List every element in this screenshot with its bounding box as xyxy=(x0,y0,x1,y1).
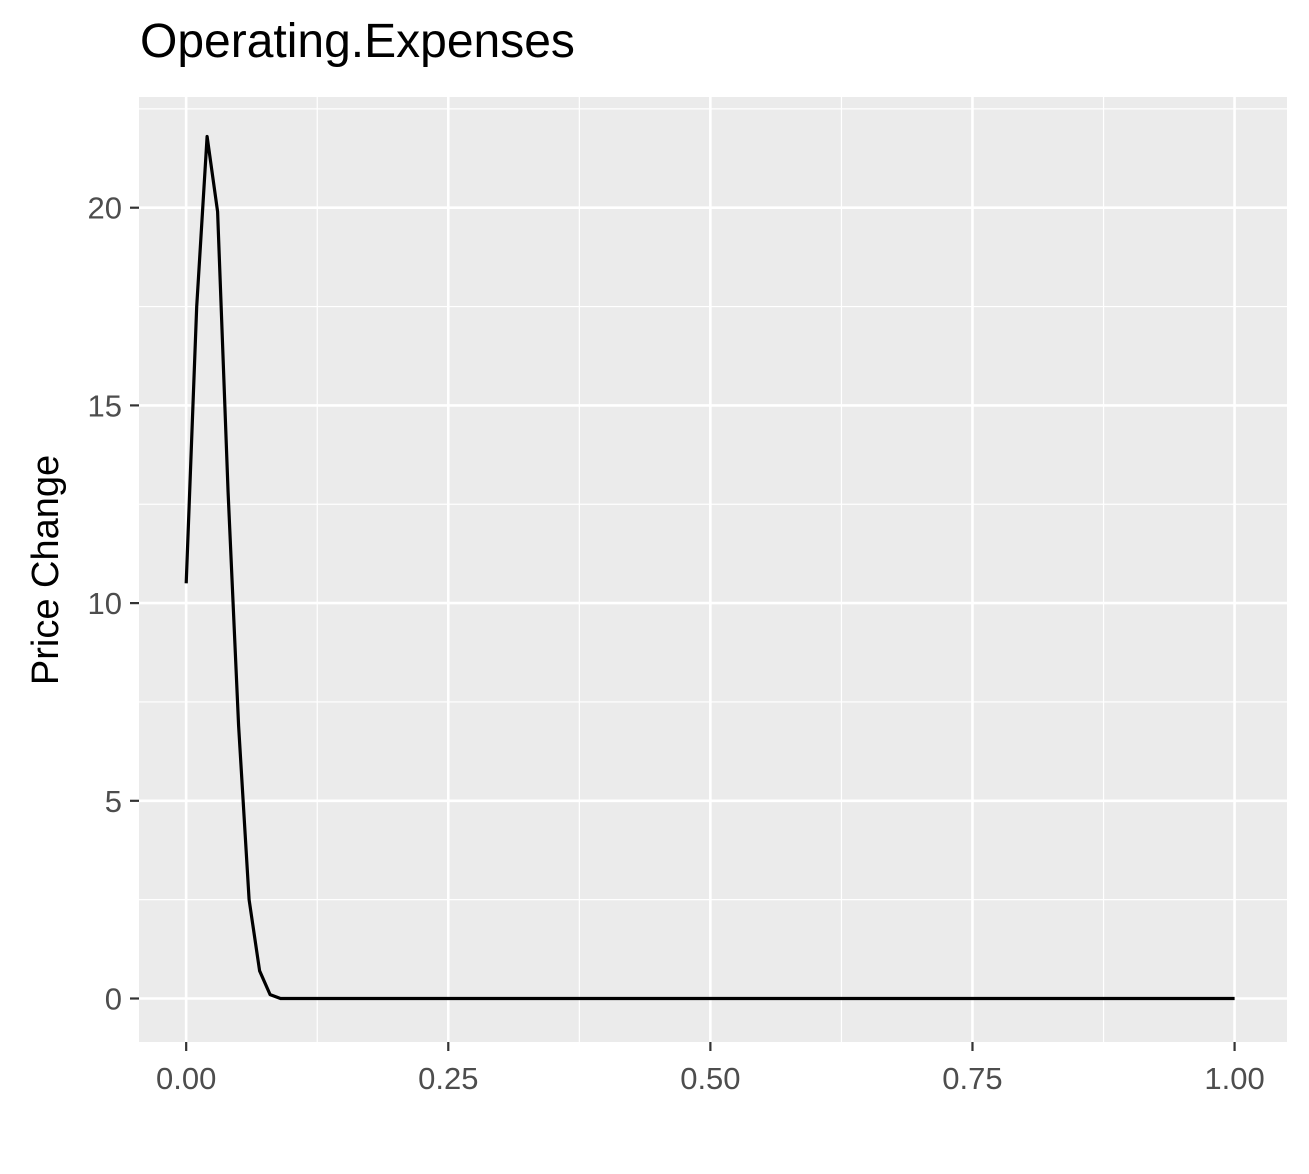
minor-gridlines xyxy=(139,97,1287,1042)
x-tick-label: 0.75 xyxy=(942,1061,1002,1096)
y-axis-title: Price Change xyxy=(25,455,67,685)
y-tick-label: 20 xyxy=(88,191,122,226)
y-tick-label: 10 xyxy=(88,586,122,621)
x-axis: 0.00 0.25 0.50 0.75 1.00 xyxy=(156,1042,1265,1096)
y-tick-label: 15 xyxy=(88,388,122,423)
y-tick-label: 0 xyxy=(105,982,122,1017)
x-tick-label: 0.25 xyxy=(418,1061,478,1096)
series-line xyxy=(184,134,1235,1001)
x-tick-label: 0.50 xyxy=(680,1061,740,1096)
x-tick-label: 1.00 xyxy=(1204,1061,1264,1096)
series-layer xyxy=(184,134,1235,1001)
x-tick-label: 0.00 xyxy=(156,1061,216,1096)
y-tick-label: 5 xyxy=(105,784,122,819)
y-axis: 0 5 10 15 20 xyxy=(88,191,139,1017)
plot-panel xyxy=(139,97,1287,1042)
chart-title: Operating.Expenses xyxy=(140,15,575,68)
